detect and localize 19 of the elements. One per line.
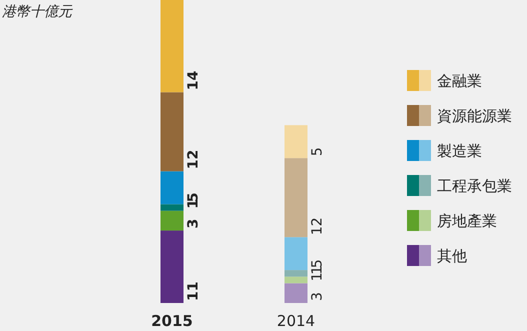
x-tick-label: 2015	[151, 312, 193, 330]
data-label: 11	[186, 282, 202, 301]
legend-label: 製造業	[437, 142, 482, 160]
data-label: 12	[186, 150, 202, 170]
data-label: 1	[310, 272, 326, 282]
legend-label: 工程承包業	[437, 177, 512, 195]
data-label: 3	[186, 218, 202, 229]
legend-label: 金融業	[437, 72, 482, 90]
legend-label: 資源能源業	[437, 107, 512, 125]
data-label: 3	[310, 292, 326, 301]
x-tick-label: 2014	[276, 312, 316, 330]
legend-label: 其他	[437, 247, 467, 265]
data-label: 5	[310, 259, 326, 268]
data-label: 5	[310, 147, 326, 156]
data-label: 12	[310, 217, 326, 236]
legend-label: 房地產業	[437, 212, 497, 230]
data-label: 1	[310, 266, 326, 275]
data-label: 14	[186, 70, 202, 90]
y-axis-title: 港幣十億元	[2, 4, 73, 20]
